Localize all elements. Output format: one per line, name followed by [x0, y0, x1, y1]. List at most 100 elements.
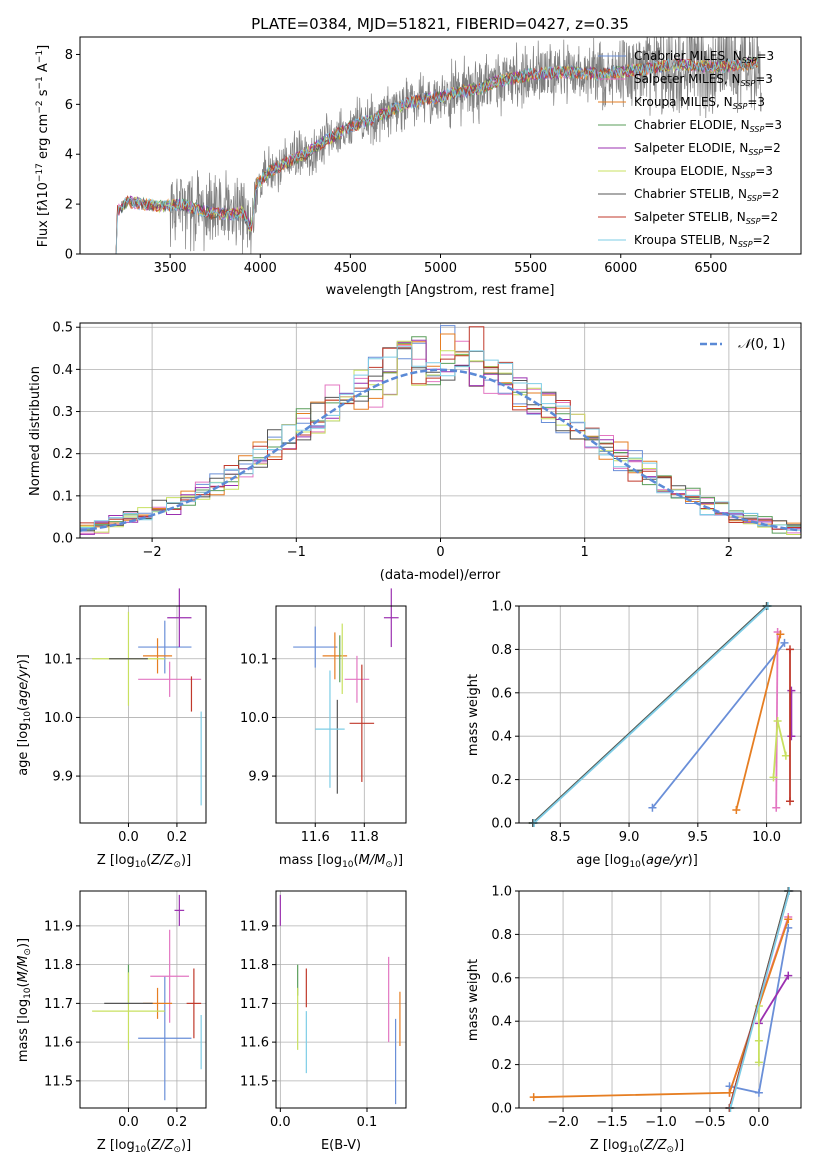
legend-label-8: Salpeter STELIB, NSSP=2 — [634, 210, 778, 226]
weight-marker-6 — [754, 1036, 763, 1045]
x-tick-label: 5500 — [514, 261, 547, 276]
spectrum-ylabel: Flux [fλ10−17 erg cm−2 s−1 A−1] — [35, 45, 51, 247]
weight-marker-6 — [781, 751, 790, 760]
y-tick-label: 0.4 — [491, 1015, 512, 1030]
residuals-ylabel: Normed distribution — [28, 366, 43, 496]
y-tick-label: 1.0 — [491, 885, 512, 900]
spectrum-title: PLATE=0384, MJD=51821, FIBERID=0427, z=0… — [251, 15, 629, 33]
y-tick-label: 0.2 — [491, 1058, 512, 1073]
mwAge-ylabel: mass weight — [466, 674, 481, 756]
weight-marker-6 — [773, 717, 782, 726]
weight-marker-3 — [732, 805, 741, 814]
weight-marker-5 — [784, 971, 793, 980]
weight-marker-6 — [754, 1058, 763, 1067]
y-tick-label: 0.2 — [52, 447, 73, 462]
x-tick-label: 6000 — [604, 261, 637, 276]
age-vs-mass-plot: 11.6 11.8 9.9 10.0 10.1 — [240, 588, 407, 845]
ageZ-xlabel: Z [log10(Z/Z⊙)] — [97, 853, 191, 870]
weight-marker-3 — [725, 1088, 734, 1097]
x-tick-label: 0.0 — [270, 1115, 291, 1130]
weight-lines — [528, 602, 796, 827]
model-spectrum-8 — [115, 57, 758, 254]
weight-marker-8 — [785, 645, 794, 654]
y-tick-label: 0.8 — [491, 643, 512, 658]
weight-marker-1 — [648, 803, 657, 812]
x-tick-label: 1 — [581, 545, 589, 560]
x-tick-label: −2.0 — [547, 1115, 579, 1130]
axes-frame — [79, 890, 207, 1109]
weight-line-6 — [772, 720, 787, 778]
mwAge-xlabel: age [log10(age/yr)] — [576, 853, 698, 870]
massweight-vs-age-plot: 8.5 9.0 9.5 10.0 0.0 0.2 0.4 0.6 0.8 1.0 — [491, 600, 802, 845]
x-tick-label: 8.5 — [550, 830, 571, 845]
y-tick-label: 0.8 — [491, 928, 512, 943]
mass-vs-EBV-plot: 0.0 0.1 11.5 11.6 11.7 11.8 11.9 — [240, 890, 407, 1130]
histograms — [80, 325, 801, 535]
residuals-plot: −2 −1 0 1 2 0.0 0.1 0.2 0.3 0.4 0.5 — [52, 321, 802, 560]
y-tick-label: 0.3 — [52, 405, 73, 420]
spectrum-plot: 3500 4000 4500 5000 5500 6000 6500 0 2 4 6 8 — [65, 36, 802, 276]
y-tick-label: 11.9 — [240, 919, 269, 934]
weight-line-9 — [729, 890, 791, 1109]
y-tick-label: 0.1 — [52, 489, 73, 504]
weight-line-1 — [651, 642, 786, 809]
residuals-legend: 𝒩(0, 1) — [700, 337, 785, 352]
spectrum-legend: Chabrier MILES, NSSP=3 Salpeter MILES, NS… — [598, 49, 782, 249]
x-tick-label: 0.2 — [167, 830, 188, 845]
weight-marker-1 — [754, 1088, 763, 1097]
weight-marker-6 — [769, 773, 778, 782]
weight-lines — [529, 887, 794, 1112]
weight-marker-5 — [787, 686, 796, 695]
ageM-xlabel: mass [log10(M/M⊙)] — [279, 853, 403, 870]
x-tick-label: 11.6 — [301, 830, 330, 845]
errorbars — [279, 894, 401, 1105]
y-tick-label: 10.0 — [240, 711, 269, 726]
y-tick-label: 0.6 — [491, 686, 512, 701]
mE-xlabel: E(B-V) — [321, 1138, 361, 1153]
ageZ-ylabel: age [log10(age/yr)] — [16, 654, 33, 776]
mwZ-xlabel: Z [log10(Z/Z⊙)] — [590, 1138, 684, 1155]
weight-line-3 — [735, 633, 782, 811]
errorbars — [92, 588, 202, 806]
y-tick-label: 0.4 — [491, 730, 512, 745]
y-tick-label: 9.9 — [52, 770, 73, 785]
y-tick-label: 0.0 — [491, 1102, 512, 1117]
weight-marker-3 — [776, 630, 785, 639]
legend-label-2: Salpeter MILES, NSSP=3 — [634, 72, 773, 88]
legend-label-6: Kroupa ELODIE, NSSP=3 — [634, 164, 773, 180]
massweight-vs-Z-plot: −2.0 −1.5 −1.0 −0.5 0.0 0.0 0.2 0.4 0.6 0.8 1.0 — [491, 885, 802, 1130]
y-tick-label: 8 — [65, 48, 73, 63]
spectrum-xlabel: wavelength [Angstrom, rest frame] — [326, 283, 555, 298]
y-tick-label: 0 — [65, 248, 73, 263]
mZ-ylabel: mass [log10(M/M⊙)] — [16, 938, 33, 1062]
residuals-legend-label: 𝒩(0, 1) — [738, 337, 785, 352]
y-tick-label: 10.1 — [240, 652, 269, 667]
axes-frame — [518, 605, 802, 824]
axes-frame — [79, 605, 207, 824]
y-tick-label: 0.5 — [52, 321, 73, 336]
normal-reference-curve — [80, 368, 801, 532]
weight-marker-5 — [787, 732, 796, 741]
age-vs-Z-plot: 0.0 0.2 9.9 10.0 10.1 — [44, 588, 207, 845]
mwZ-ylabel: mass weight — [466, 959, 481, 1041]
x-tick-label: −1.0 — [645, 1115, 677, 1130]
mZ-xlabel: Z [log10(Z/Z⊙)] — [97, 1138, 191, 1155]
y-tick-label: 6 — [65, 98, 73, 113]
y-tick-label: 11.6 — [240, 1036, 269, 1051]
y-tick-label: 0.0 — [491, 817, 512, 832]
x-tick-label: 5000 — [424, 261, 457, 276]
x-tick-label: 9.5 — [687, 830, 708, 845]
axes-frame — [518, 890, 802, 1109]
x-tick-label: 0.2 — [167, 1115, 188, 1130]
y-tick-label: 11.8 — [44, 958, 73, 973]
legend-label-7: Chabrier STELIB, NSSP=2 — [634, 187, 779, 203]
y-tick-label: 11.7 — [44, 997, 73, 1012]
x-tick-label: 3500 — [154, 261, 187, 276]
x-tick-label: 0.0 — [118, 1115, 139, 1130]
y-tick-label: 11.7 — [240, 997, 269, 1012]
y-tick-label: 0.4 — [52, 363, 73, 378]
x-tick-label: 4500 — [334, 261, 367, 276]
weight-marker-2 — [772, 803, 781, 812]
y-tick-label: 11.5 — [44, 1074, 73, 1089]
